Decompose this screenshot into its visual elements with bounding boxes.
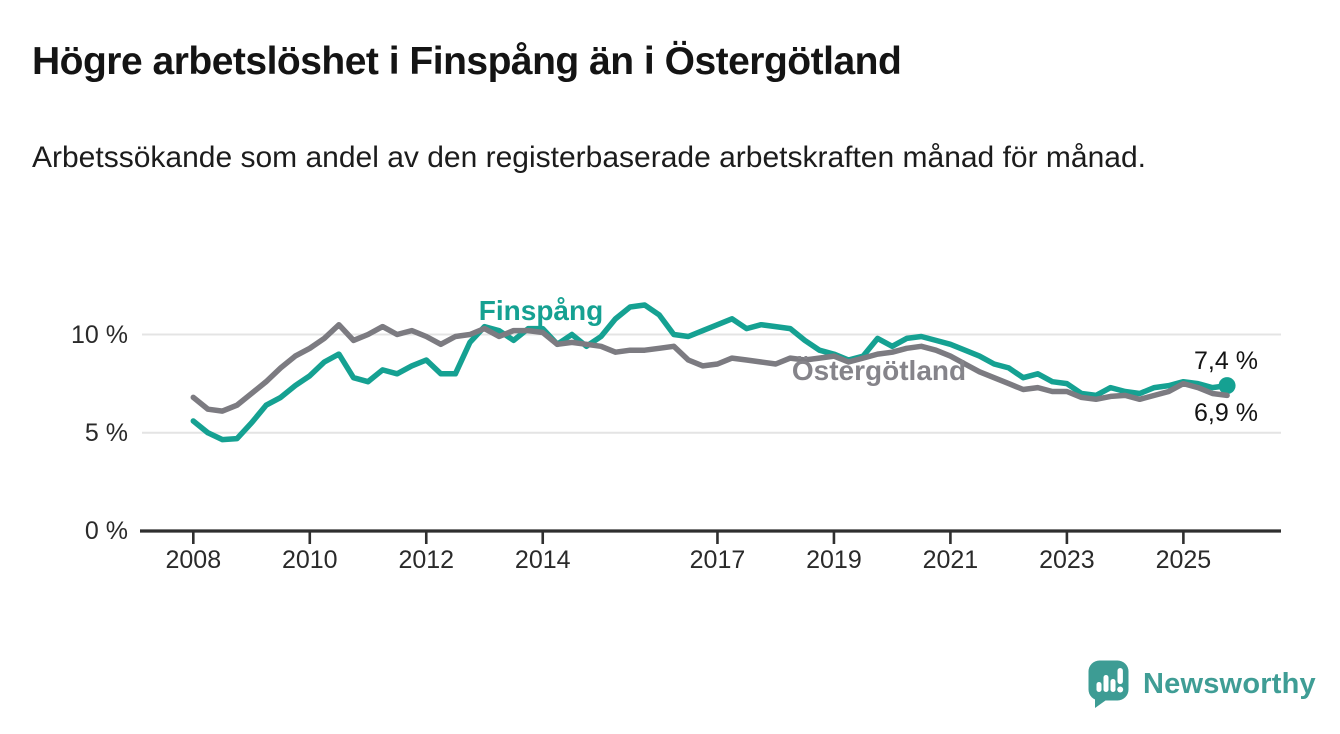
plot-area — [140, 302, 1281, 544]
newsworthy-logo: Newsworthy — [1087, 659, 1316, 709]
end-value-finspang: 7,4 % — [1194, 347, 1258, 375]
x-tick-label: 2017 — [689, 546, 746, 574]
series-label-finspang: Finspång — [478, 295, 604, 326]
series-line-finspang — [190, 302, 1230, 443]
series-end-dot — [1218, 377, 1236, 395]
chart-title: Högre arbetslöshet i Finspång än i Öster… — [32, 40, 902, 83]
x-tick-label: 2010 — [281, 546, 338, 574]
x-tick-label: 2019 — [806, 546, 862, 574]
y-tick-label: 5 % — [84, 418, 128, 447]
y-tick-label: 10 % — [71, 320, 128, 349]
series-label-ostergotland: Östergötland — [791, 355, 967, 386]
x-tick-label: 2014 — [514, 546, 571, 574]
line-chart: 0 % 5 % 10 % 2008 2010 2012 2014 2017 2019 2021 2… — [71, 295, 1281, 574]
series-line-ostergotland — [190, 321, 1230, 414]
x-tick-label: 2008 — [165, 546, 222, 574]
chart-subtitle: Arbetssökande som andel av den registerb… — [32, 141, 1146, 174]
x-tick-label: 2023 — [1039, 546, 1095, 574]
end-value-ostergotland: 6,9 % — [1194, 399, 1258, 427]
newsworthy-logo-icon — [1088, 660, 1129, 708]
x-tick-label: 2012 — [398, 546, 455, 574]
x-tick-label: 2021 — [922, 546, 979, 574]
y-tick-label: 0 % — [84, 517, 128, 545]
newsworthy-logo-text: Newsworthy — [1143, 667, 1316, 700]
x-tick-label: 2025 — [1155, 546, 1212, 574]
